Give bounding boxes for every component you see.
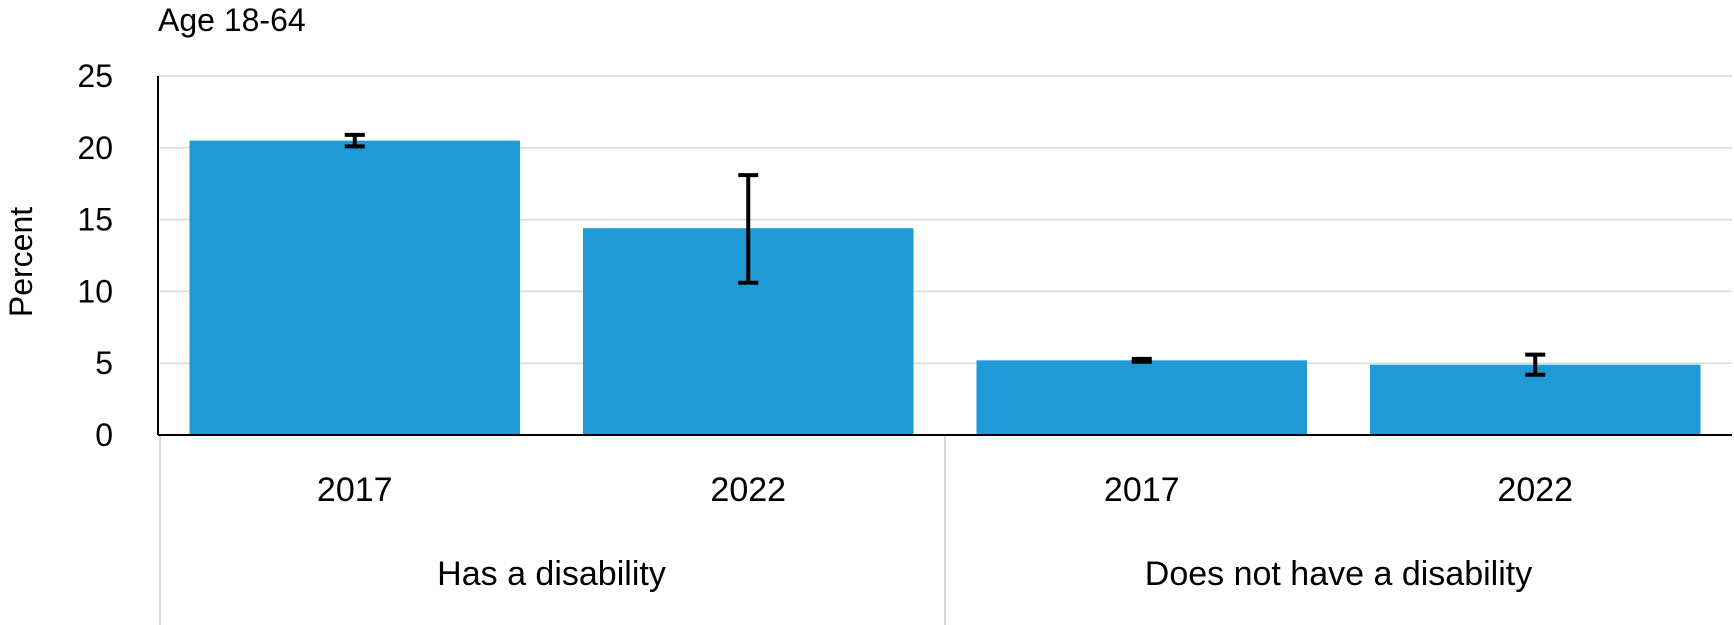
x-labels: 2017 2022 2017 2022 Has a disability Does not… (317, 471, 1573, 593)
y-tick-label: 5 (95, 345, 113, 381)
bar (189, 140, 521, 435)
x-category-label: 2017 (317, 471, 393, 509)
error-bars (344, 132, 1546, 377)
x-group-label: Has a disability (437, 555, 666, 593)
y-tick-label: 0 (95, 417, 113, 453)
y-axis-label: Percent (3, 207, 39, 317)
chart-title: Age 18-64 (158, 2, 306, 38)
x-category-label: 2022 (710, 471, 786, 509)
bars (189, 140, 1701, 435)
y-tick-labels: 0 5 10 15 20 25 (77, 58, 113, 453)
y-tick-label: 25 (77, 58, 113, 94)
bar (976, 360, 1308, 435)
y-tick-label: 10 (77, 273, 113, 309)
x-group-label: Does not have a disability (1145, 555, 1532, 593)
x-category-label: 2022 (1497, 471, 1573, 509)
axes (157, 76, 1732, 625)
y-tick-label: 20 (77, 130, 113, 166)
y-tick-label: 15 (77, 202, 113, 238)
x-category-label: 2017 (1104, 471, 1180, 509)
